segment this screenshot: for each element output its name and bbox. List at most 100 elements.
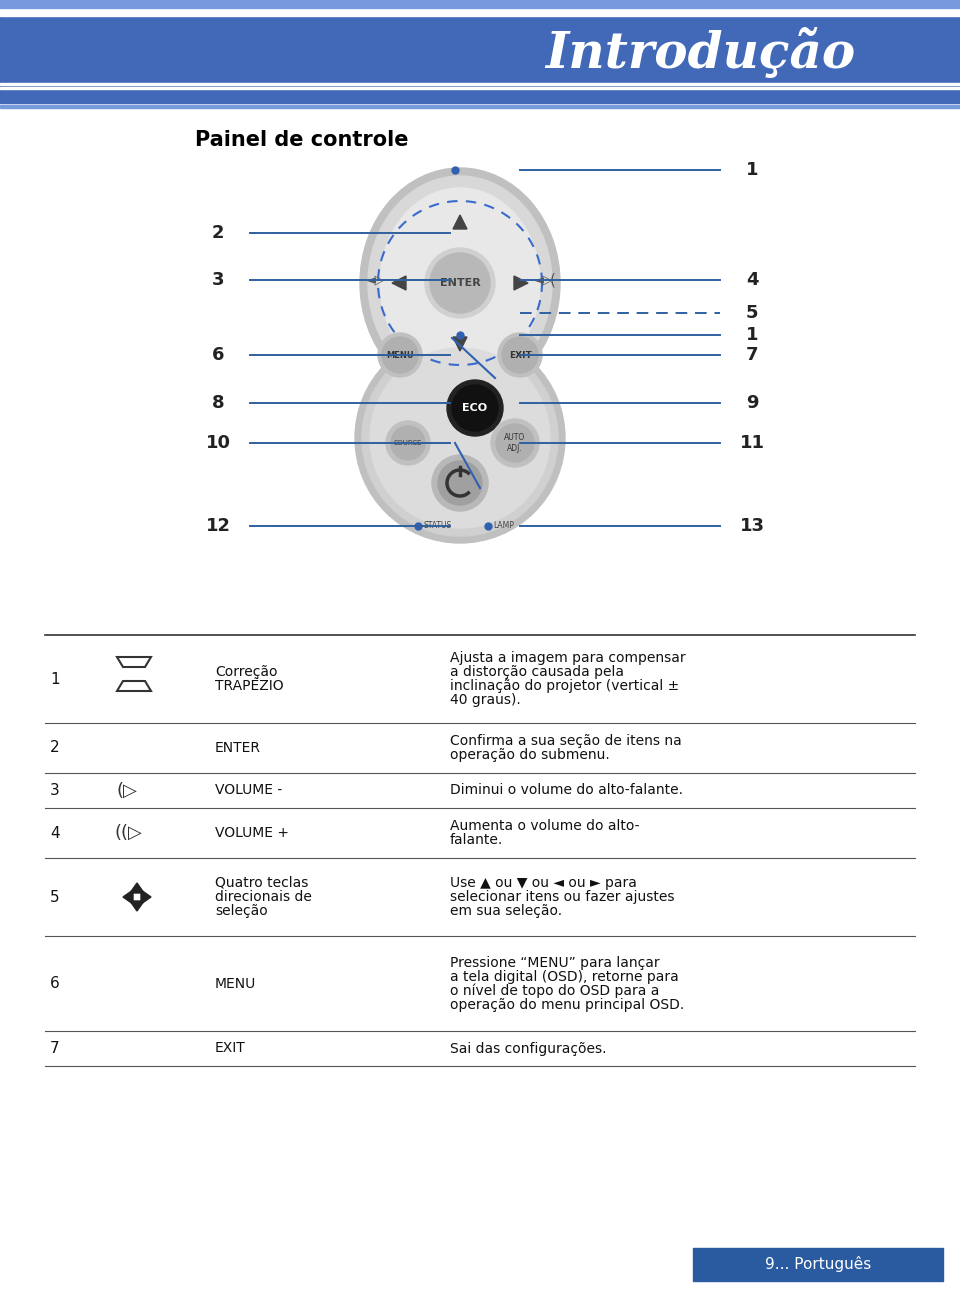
Text: 9: 9	[746, 394, 758, 412]
Bar	[0, 87, 960, 89]
Circle shape	[425, 248, 495, 318]
Text: ENTER: ENTER	[215, 741, 261, 755]
Bar	[0, 0, 960, 8]
Circle shape	[452, 385, 498, 431]
Polygon shape	[453, 215, 467, 229]
Text: direcionais de: direcionais de	[215, 890, 312, 904]
Text: ENTER: ENTER	[440, 278, 480, 288]
Ellipse shape	[370, 348, 550, 528]
Polygon shape	[123, 890, 133, 904]
Text: TRAPÉZIO: TRAPÉZIO	[215, 679, 283, 693]
Circle shape	[432, 455, 488, 511]
Text: Use ▲ ou ▼ ou ◄ ou ► para: Use ▲ ou ▼ ou ◄ ou ► para	[450, 875, 636, 890]
Text: MENU: MENU	[215, 976, 256, 990]
Text: ECO: ECO	[463, 403, 488, 412]
Text: Diminui o volume do alto-falante.: Diminui o volume do alto-falante.	[450, 784, 683, 798]
Polygon shape	[514, 275, 528, 290]
Bar	[0, 83, 960, 85]
Text: o nível de topo do OSD para a: o nível de topo do OSD para a	[450, 983, 660, 998]
Polygon shape	[392, 275, 406, 290]
Text: Ajusta a imagem para compensar: Ajusta a imagem para compensar	[450, 650, 685, 665]
Text: VOLUME -: VOLUME -	[215, 784, 282, 798]
Text: EXIT: EXIT	[509, 350, 532, 359]
Text: ((▷: ((▷	[115, 824, 143, 842]
Text: operação do submenu.: operação do submenu.	[450, 747, 610, 762]
Text: Introdução: Introdução	[545, 27, 855, 79]
Circle shape	[382, 337, 418, 372]
Bar	[693, 1248, 943, 1281]
Text: operação do menu principal OSD.: operação do menu principal OSD.	[450, 997, 684, 1011]
Text: EXIT: EXIT	[215, 1041, 246, 1055]
Text: (: (	[550, 273, 556, 287]
Text: 9... Português: 9... Português	[765, 1256, 871, 1272]
Text: Painel de controle: Painel de controle	[195, 131, 409, 150]
Circle shape	[391, 425, 425, 460]
Text: 4: 4	[746, 272, 758, 290]
Circle shape	[386, 422, 430, 465]
Text: MENU: MENU	[386, 350, 414, 359]
Text: 11: 11	[739, 434, 764, 453]
Text: 6: 6	[50, 976, 60, 990]
Text: STATUS: STATUS	[423, 521, 451, 530]
Polygon shape	[141, 890, 151, 904]
Text: Correção: Correção	[215, 665, 277, 679]
Text: AUTO
ADJ.: AUTO ADJ.	[504, 433, 526, 453]
Text: 1: 1	[50, 671, 60, 687]
Bar	[0, 13, 960, 16]
Text: 8: 8	[212, 394, 225, 412]
Text: 13: 13	[739, 517, 764, 535]
Text: a distorção causada pela: a distorção causada pela	[450, 665, 624, 679]
Bar	[0, 10, 960, 12]
Ellipse shape	[355, 334, 565, 543]
Circle shape	[496, 424, 534, 462]
Bar	[0, 12, 960, 98]
Text: seleção: seleção	[215, 904, 268, 918]
Text: Sai das configurações.: Sai das configurações.	[450, 1041, 607, 1055]
Text: a tela digital (OSD), retorne para: a tela digital (OSD), retorne para	[450, 970, 679, 984]
Ellipse shape	[360, 168, 560, 398]
Ellipse shape	[368, 176, 552, 390]
Circle shape	[502, 337, 538, 372]
Text: 40 graus).: 40 graus).	[450, 693, 520, 707]
Text: ◄▷: ◄▷	[367, 274, 386, 287]
Text: VOLUME +: VOLUME +	[215, 826, 289, 840]
Text: SOURCE: SOURCE	[394, 440, 422, 446]
Text: 6: 6	[212, 347, 225, 365]
Text: Confirma a sua seção de itens na: Confirma a sua seção de itens na	[450, 734, 682, 747]
Text: 4: 4	[50, 825, 60, 840]
Text: Quatro teclas: Quatro teclas	[215, 875, 308, 890]
Text: 5: 5	[746, 304, 758, 322]
Text: 5: 5	[50, 890, 60, 905]
Circle shape	[378, 334, 422, 378]
Ellipse shape	[362, 340, 558, 537]
Text: 1: 1	[746, 326, 758, 344]
Circle shape	[438, 462, 482, 506]
Circle shape	[491, 419, 539, 467]
Circle shape	[498, 334, 542, 378]
Text: falante.: falante.	[450, 833, 503, 847]
Bar	[0, 98, 960, 103]
Text: 2: 2	[212, 224, 225, 242]
Text: 3: 3	[50, 784, 60, 798]
Text: selecionar itens ou fazer ajustes: selecionar itens ou fazer ajustes	[450, 890, 675, 904]
Text: LAMP: LAMP	[493, 521, 514, 530]
Text: 12: 12	[205, 517, 230, 535]
Text: em sua seleção.: em sua seleção.	[450, 904, 563, 918]
Circle shape	[447, 380, 503, 436]
Circle shape	[430, 253, 490, 313]
Ellipse shape	[380, 187, 540, 378]
Text: 3: 3	[212, 272, 225, 290]
Text: 2: 2	[50, 741, 60, 755]
Text: 7: 7	[50, 1041, 60, 1056]
Text: Aumenta o volume do alto-: Aumenta o volume do alto-	[450, 818, 639, 833]
Text: 1: 1	[746, 162, 758, 178]
Text: inclinação do projetor (vertical ±: inclinação do projetor (vertical ±	[450, 679, 680, 693]
Text: Pressione “MENU” para lançar: Pressione “MENU” para lançar	[450, 956, 660, 970]
Polygon shape	[130, 901, 144, 912]
Bar	[0, 105, 960, 109]
Text: 7: 7	[746, 347, 758, 365]
Text: 10: 10	[205, 434, 230, 453]
Text: ◄▷: ◄▷	[535, 274, 554, 287]
Polygon shape	[130, 883, 144, 893]
Text: (▷: (▷	[117, 781, 138, 799]
